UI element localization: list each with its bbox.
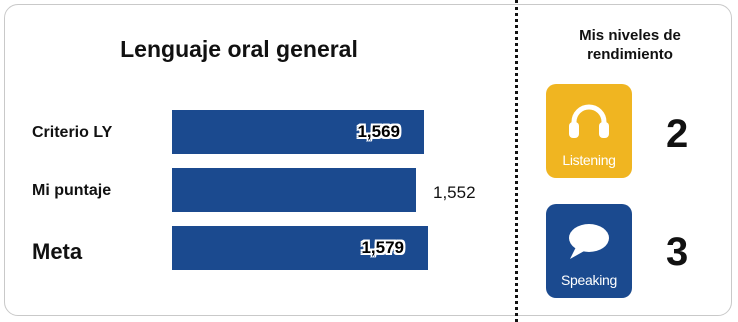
bar-value-criterio: 1,569 [357,122,400,141]
listening-level: 2 [666,112,689,156]
listening-badge: Listening [546,84,632,178]
bar-criterio: 1,569 [172,110,424,154]
headphones-icon [569,104,609,138]
row-label-meta: Meta [32,239,83,264]
speaking-badge: Speaking [546,204,632,298]
speaking-level: 3 [666,230,689,274]
bar-value-meta: 1,579 [361,238,404,257]
row-label-criterio: Criterio LY [32,124,113,141]
row-label-mi-puntaje: Mi puntaje [32,182,112,199]
levels-title-line2: rendimiento [587,46,673,63]
listening-label: Listening [562,152,616,168]
speech-bubble-icon [569,224,609,259]
levels-title: Mis niveles de rendimiento [522,26,738,64]
levels-title-line1: Mis niveles de [579,27,681,44]
value-mi-puntaje: 1,552 [433,183,476,202]
section-divider [515,0,518,322]
bar-meta: 1,579 [172,226,428,270]
bar-mi-puntaje [172,168,416,212]
general-title: Lenguaje oral general [120,36,358,62]
speaking-label: Speaking [561,272,617,288]
